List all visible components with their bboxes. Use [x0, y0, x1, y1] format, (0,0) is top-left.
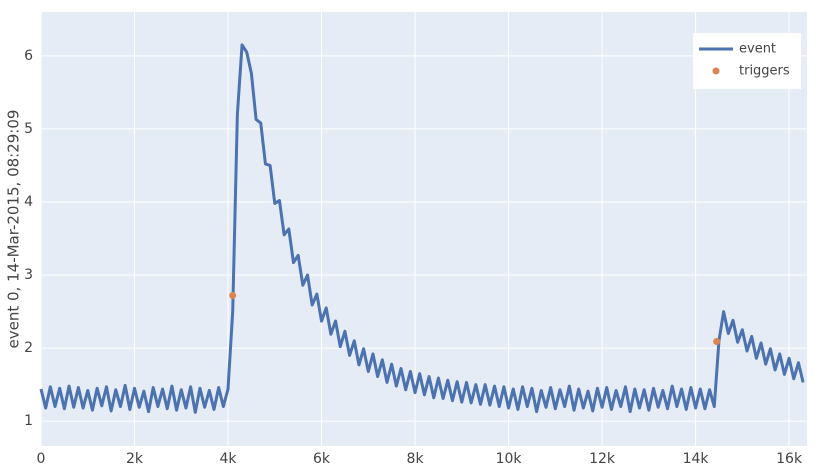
legend-marker	[712, 67, 720, 75]
y-tick-label: 1	[24, 413, 33, 429]
y-tick-label: 4	[24, 194, 33, 210]
event-line	[39, 43, 805, 414]
y-tick-label: 2	[24, 340, 33, 356]
x-tick-label: 12k	[589, 451, 616, 467]
legend-label: triggers	[739, 64, 790, 79]
x-tick-label: 0	[37, 451, 46, 467]
x-tick-label: 6k	[313, 451, 331, 467]
trigger-marker	[229, 291, 237, 299]
x-tick-label: 4k	[220, 451, 238, 467]
legend-box	[693, 33, 801, 89]
y-tick-label: 3	[24, 267, 33, 283]
plot-area	[41, 12, 807, 446]
trigger-marker	[713, 338, 721, 346]
x-tick-label: 10k	[496, 451, 523, 467]
y-tick-label: 5	[24, 121, 33, 137]
y-tick-label: 6	[24, 48, 33, 64]
legend-label: event	[739, 42, 776, 57]
x-tick-label: 14k	[683, 451, 710, 467]
x-tick-label: 16k	[776, 451, 803, 467]
x-tick-label: 2k	[126, 451, 144, 467]
x-tick-label: 8k	[407, 451, 425, 467]
y-axis-title: event 0, 14-Mar-2015, 08:29:09	[5, 110, 23, 349]
